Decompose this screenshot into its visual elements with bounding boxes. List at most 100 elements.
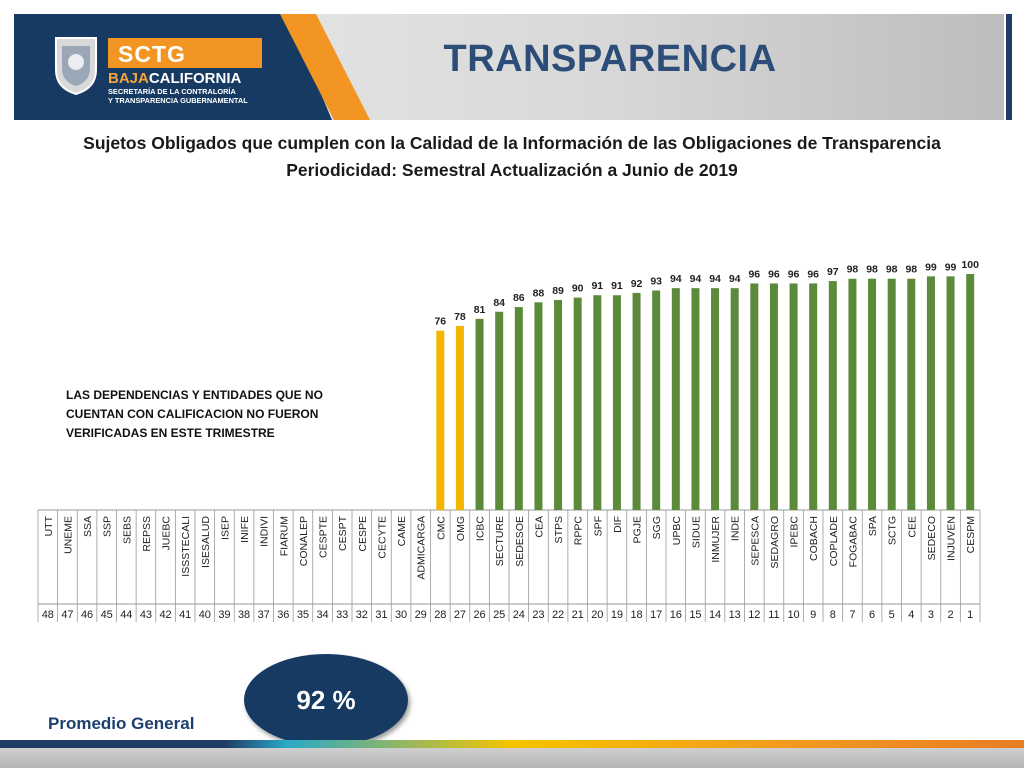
category-label: RPPC: [573, 516, 585, 546]
category-label: UPBC: [671, 516, 683, 546]
data-label: 99: [925, 261, 937, 273]
rank-label: 43: [140, 609, 152, 621]
rank-label: 27: [454, 609, 466, 621]
data-label: 100: [961, 259, 979, 271]
rank-label: 47: [61, 609, 73, 621]
subtitle-line2: Periodicidad: Semestral Actualización a …: [286, 160, 738, 180]
data-label: 94: [690, 273, 702, 285]
bar-icbc: [475, 318, 484, 510]
bar-spa: [868, 278, 877, 510]
logo-badge: [108, 38, 262, 68]
category-label: CMC: [435, 516, 447, 540]
rank-label: 13: [729, 609, 741, 621]
category-label: CECYTE: [376, 516, 388, 559]
rank-label: 8: [830, 609, 836, 621]
rank-label: 29: [415, 609, 427, 621]
logo-brand: BAJACALIFORNIA: [108, 70, 241, 87]
subtitle-line1: Sujetos Obligados que cumplen con la Cal…: [83, 133, 941, 153]
category-label: FIARUM: [278, 516, 290, 556]
page-title: TRANSPARENCIA: [443, 38, 777, 80]
bar-sidue: [691, 288, 700, 510]
bar-sgg: [652, 290, 661, 510]
bar-omg: [455, 325, 464, 510]
bar-cee: [907, 278, 916, 510]
bar-dif: [612, 295, 621, 510]
category-label: CESPTE: [318, 516, 330, 558]
logo-brand-part2: CALIFORNIA: [148, 70, 242, 87]
category-label: JUEBC: [161, 516, 173, 551]
category-label: CESPM: [965, 516, 977, 553]
rank-label: 40: [199, 609, 211, 621]
rank-label: 22: [552, 609, 564, 621]
logo-text: SCTG: [118, 41, 186, 67]
rank-label: 14: [709, 609, 721, 621]
rank-label: 19: [611, 609, 623, 621]
rank-label: 1: [967, 609, 973, 621]
category-label: INDE: [730, 516, 742, 541]
chart-subtitle: Sujetos Obligados que cumplen con la Cal…: [20, 130, 1004, 184]
bar-upbc: [671, 288, 680, 510]
rank-label: 24: [513, 609, 525, 621]
note-line3: VERIFICADAS EN ESTE TRIMESTRE: [66, 426, 275, 440]
bar-sedesoe: [514, 307, 523, 510]
rank-label: 34: [316, 609, 328, 621]
category-label: SSA: [82, 516, 94, 537]
category-label: CONALEP: [298, 516, 310, 566]
category-label: UNEME: [62, 516, 74, 554]
bar-cmc: [436, 330, 445, 510]
rank-label: 7: [849, 609, 855, 621]
rank-label: 35: [297, 609, 309, 621]
rank-label: 23: [532, 609, 544, 621]
rank-label: 15: [689, 609, 701, 621]
rank-label: 3: [928, 609, 934, 621]
data-label: 99: [945, 261, 957, 273]
data-label: 98: [866, 264, 878, 276]
category-label: ISESALUD: [200, 516, 212, 568]
bar-cea: [534, 302, 543, 510]
category-label: CESPT: [337, 515, 349, 551]
data-label: 78: [454, 311, 466, 323]
data-label: 94: [729, 273, 741, 285]
average-badge: 92 %: [244, 654, 408, 746]
bar-inmujer: [711, 288, 720, 510]
category-label: SEBS: [121, 516, 133, 544]
data-label: 98: [905, 264, 917, 276]
data-label: 84: [493, 297, 505, 309]
category-label: SEPESCA: [749, 516, 761, 566]
category-label: INIFE: [239, 516, 251, 543]
rank-label: 2: [948, 609, 954, 621]
bar-inde: [730, 288, 739, 510]
average-value: 92 %: [296, 684, 356, 715]
rank-label: 26: [473, 609, 485, 621]
category-label: SSP: [102, 516, 114, 537]
category-label: SEDESOE: [514, 516, 526, 567]
rank-label: 18: [630, 609, 642, 621]
chart-note: LAS DEPENDENCIAS Y ENTIDADES QUE NO CUEN…: [66, 386, 366, 443]
category-label: SEDAGRO: [769, 516, 781, 569]
data-label: 94: [670, 273, 682, 285]
category-label: SPF: [592, 516, 604, 536]
rank-label: 21: [572, 609, 584, 621]
rank-label: 31: [375, 609, 387, 621]
rank-label: 4: [908, 609, 914, 621]
header-banner: SCTG BAJACALIFORNIA SECRETARÍA DE LA CON…: [0, 0, 1024, 120]
logo-brand-part1: BAJA: [108, 70, 149, 87]
data-label: 96: [807, 268, 819, 280]
header-right-bar: [1006, 14, 1012, 120]
data-label: 96: [748, 268, 760, 280]
data-label: 81: [474, 304, 486, 316]
rank-label: 39: [218, 609, 230, 621]
bar-coplade: [828, 281, 837, 510]
rank-label: 44: [120, 609, 132, 621]
data-label: 94: [709, 273, 721, 285]
rank-label: 28: [434, 609, 446, 621]
category-label: ADMICARGA: [416, 516, 428, 580]
bar-fogabac: [848, 278, 857, 510]
rank-label: 25: [493, 609, 505, 621]
category-label: SECTURE: [494, 516, 506, 566]
rank-label: 32: [356, 609, 368, 621]
rank-label: 6: [869, 609, 875, 621]
bar-cespm: [966, 274, 975, 510]
data-label: 96: [768, 268, 780, 280]
